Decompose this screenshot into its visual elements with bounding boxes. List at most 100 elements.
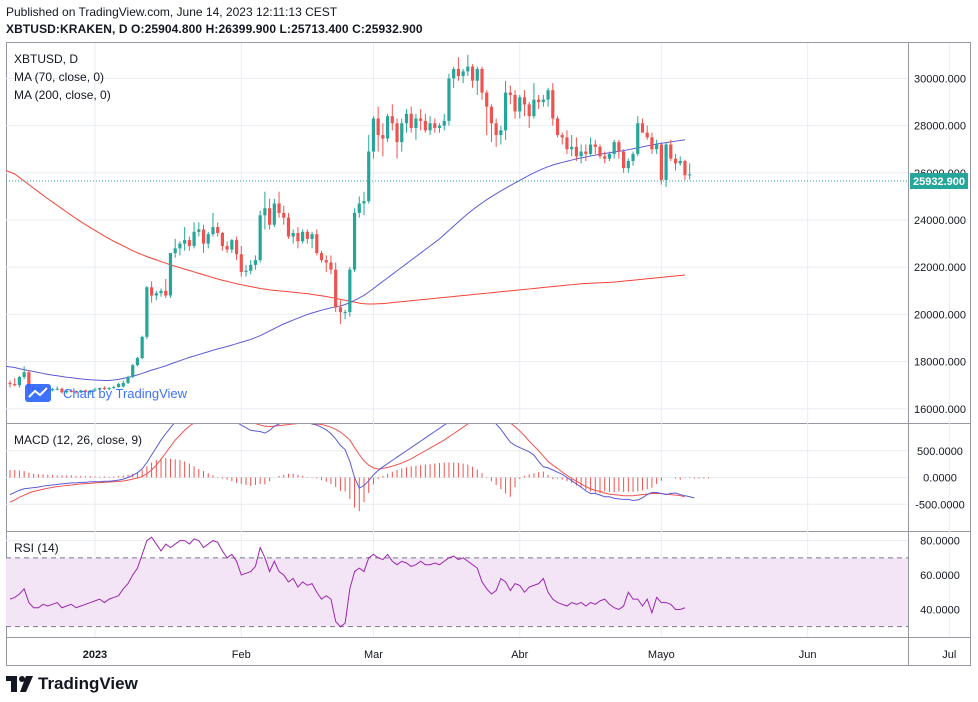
candle[interactable] (305, 229, 309, 244)
candle[interactable] (673, 153, 678, 171)
candle[interactable] (301, 229, 305, 244)
candle[interactable] (296, 227, 300, 249)
candle[interactable] (201, 224, 206, 254)
legend-ma200[interactable]: MA (200, close, 0) (14, 88, 111, 102)
candle[interactable] (315, 229, 319, 256)
candle[interactable] (135, 356, 140, 367)
candle[interactable] (60, 387, 64, 394)
candle[interactable] (423, 113, 427, 133)
legend-ma70[interactable]: MA (70, close, 0) (14, 70, 104, 84)
candle[interactable] (173, 238, 177, 258)
candle[interactable] (168, 253, 173, 298)
macd-signal-line[interactable] (9, 415, 686, 503)
candle[interactable] (593, 139, 597, 154)
candle[interactable] (414, 113, 418, 140)
candle[interactable] (560, 132, 564, 145)
candle[interactable] (522, 90, 527, 117)
candle[interactable] (234, 236, 239, 261)
candle[interactable] (626, 158, 630, 173)
ma200-line[interactable] (6, 169, 686, 305)
candle[interactable] (79, 389, 83, 393)
candle[interactable] (98, 387, 102, 391)
candle[interactable] (272, 198, 276, 228)
candle[interactable] (371, 116, 376, 159)
candle[interactable] (419, 109, 423, 131)
candle[interactable] (338, 300, 342, 324)
candle[interactable] (310, 231, 314, 249)
candle[interactable] (107, 387, 111, 391)
chart-canvas[interactable]: 2023 Feb Mar Abr Mayo Jun Jul 30000.000 28000.00… (0, 0, 978, 672)
candle[interactable] (164, 279, 168, 298)
candle[interactable] (631, 151, 635, 166)
candle[interactable] (74, 390, 78, 394)
candle[interactable] (286, 212, 291, 239)
candlestick-series[interactable] (8, 54, 692, 395)
candle[interactable] (258, 210, 262, 263)
candle[interactable] (485, 90, 489, 136)
candle[interactable] (352, 208, 357, 272)
candle[interactable] (121, 380, 125, 388)
candle[interactable] (211, 212, 215, 237)
candle[interactable] (150, 281, 154, 303)
candle[interactable] (452, 66, 456, 88)
candle[interactable] (664, 142, 668, 187)
candle[interactable] (88, 389, 92, 395)
candle[interactable] (216, 222, 220, 237)
candle[interactable] (622, 149, 626, 173)
candle[interactable] (55, 386, 59, 391)
candle[interactable] (612, 139, 616, 159)
candle[interactable] (442, 113, 446, 131)
candle[interactable] (579, 144, 583, 164)
candle[interactable] (669, 139, 673, 162)
candle[interactable] (640, 118, 645, 133)
candle[interactable] (508, 85, 512, 105)
candle[interactable] (551, 83, 555, 126)
candle[interactable] (192, 222, 196, 249)
candle[interactable] (277, 191, 281, 218)
candle[interactable] (93, 387, 97, 392)
candle[interactable] (343, 309, 347, 320)
candle[interactable] (688, 163, 692, 180)
candle[interactable] (588, 137, 593, 157)
candle[interactable] (645, 125, 649, 140)
candle[interactable] (220, 231, 224, 251)
candle[interactable] (329, 255, 333, 275)
candle[interactable] (83, 389, 88, 393)
candle[interactable] (357, 196, 361, 218)
ma70-line[interactable] (6, 139, 686, 382)
candle[interactable] (126, 375, 130, 385)
candle[interactable] (395, 118, 399, 159)
candle[interactable] (570, 135, 574, 157)
candle[interactable] (367, 135, 371, 204)
candle[interactable] (603, 151, 607, 164)
candle[interactable] (404, 109, 409, 133)
candle[interactable] (659, 142, 663, 185)
candle[interactable] (282, 205, 286, 225)
candle[interactable] (541, 94, 545, 107)
rsi-pane[interactable] (6, 536, 908, 628)
candle[interactable] (230, 238, 234, 254)
candle[interactable] (565, 130, 569, 154)
candle[interactable] (475, 66, 479, 95)
candle[interactable] (102, 386, 106, 390)
legend-symbol[interactable]: XBTUSD, D (14, 52, 78, 66)
candle[interactable] (683, 159, 687, 180)
candle[interactable] (253, 255, 258, 270)
candle[interactable] (225, 241, 229, 254)
macd-line[interactable] (9, 411, 695, 502)
candle[interactable] (17, 375, 22, 388)
candle[interactable] (197, 222, 201, 237)
candle[interactable] (291, 229, 295, 244)
candle[interactable] (504, 80, 508, 140)
candle[interactable] (456, 57, 460, 81)
candle[interactable] (499, 125, 503, 145)
candle[interactable] (65, 389, 69, 394)
candle[interactable] (617, 139, 621, 159)
candle[interactable] (319, 250, 324, 263)
rsi-line[interactable] (9, 536, 686, 628)
candle[interactable] (555, 116, 560, 138)
candle[interactable] (376, 106, 380, 152)
candle[interactable] (678, 156, 682, 166)
candle[interactable] (655, 139, 659, 154)
candle[interactable] (428, 116, 432, 136)
